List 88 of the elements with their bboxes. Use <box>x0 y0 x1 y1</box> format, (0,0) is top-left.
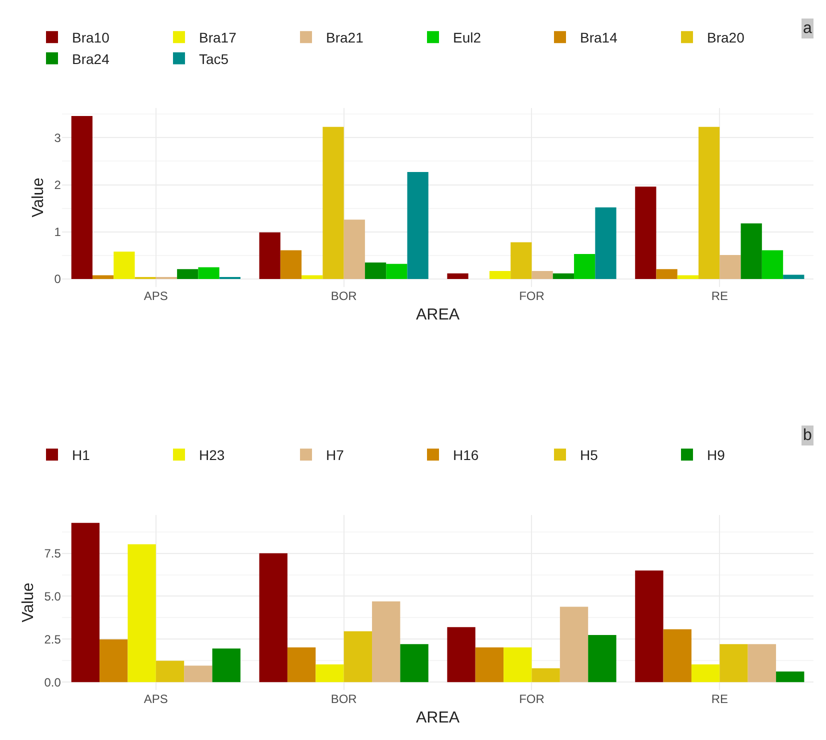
legend-label: Bra17 <box>199 30 237 46</box>
y-tick-label: 5.0 <box>44 589 62 604</box>
legend-label: H9 <box>707 447 726 464</box>
bar <box>489 270 511 279</box>
x-tick-label: FOR <box>519 289 545 303</box>
y-tick-label: 2 <box>54 178 62 192</box>
legend-label: Bra24 <box>72 50 110 67</box>
x-tick-label: APS <box>144 692 168 706</box>
legend-label: Bra14 <box>580 30 618 46</box>
x-tick-label: RE <box>711 289 728 303</box>
bar <box>560 606 588 682</box>
legend-label: H16 <box>453 447 479 464</box>
bar <box>532 668 560 682</box>
bar <box>400 644 428 682</box>
bar <box>475 647 504 682</box>
bar <box>595 207 616 279</box>
bar <box>762 250 784 279</box>
bar <box>71 116 92 279</box>
x-tick-label: BOR <box>330 289 358 303</box>
bar <box>748 644 776 682</box>
bar <box>588 635 616 682</box>
bar <box>198 267 220 279</box>
bar <box>574 254 596 279</box>
bar <box>128 544 156 682</box>
bar <box>447 627 476 682</box>
legend-label: Tac5 <box>199 50 229 67</box>
bar <box>407 172 428 279</box>
bar <box>532 270 553 279</box>
bar <box>212 648 240 682</box>
legend-label: Bra21 <box>326 30 364 46</box>
bar <box>364 262 386 279</box>
bar <box>177 269 198 279</box>
bar <box>114 252 135 279</box>
y-tick-label: 3 <box>54 130 62 145</box>
bar <box>259 232 280 279</box>
bar <box>372 601 400 682</box>
bar <box>92 275 114 279</box>
bar <box>510 242 532 279</box>
bar <box>635 186 656 279</box>
bar <box>677 275 699 279</box>
bar <box>302 275 323 279</box>
x-tick-label: RE <box>711 692 728 706</box>
bar <box>447 273 468 279</box>
bar <box>552 273 574 279</box>
legend-label: Eul2 <box>453 30 482 46</box>
legend-label: H23 <box>199 447 225 464</box>
x-tick-label: APS <box>144 289 168 303</box>
bar <box>100 639 128 682</box>
bar <box>344 220 365 279</box>
y-tick-label: 1 <box>54 225 62 240</box>
bar <box>720 254 741 279</box>
bar <box>71 522 100 682</box>
bar <box>322 126 344 279</box>
bar <box>691 664 720 682</box>
bar <box>184 666 212 682</box>
y-tick-label: 0.0 <box>44 675 62 690</box>
y-axis-title: Value <box>20 582 38 622</box>
bar <box>344 631 372 682</box>
bar <box>776 671 804 682</box>
bar <box>504 647 532 682</box>
bar <box>720 644 748 682</box>
bar <box>280 250 302 279</box>
bar <box>663 629 692 682</box>
y-axis-title: Value <box>30 178 48 218</box>
x-axis-title: AREA <box>416 710 460 727</box>
bar <box>316 664 344 682</box>
y-tick-label: 7.5 <box>44 546 62 560</box>
text: b <box>803 427 812 444</box>
legend-label: H7 <box>326 447 344 464</box>
x-axis-title: AREA <box>416 306 460 324</box>
bar <box>287 647 316 682</box>
bar <box>783 274 804 279</box>
legend-label: Bra10 <box>72 30 110 46</box>
legend-label: H5 <box>580 447 598 464</box>
bar <box>259 553 288 682</box>
bar <box>386 264 408 279</box>
x-tick-label: BOR <box>330 692 358 706</box>
bar <box>698 126 720 279</box>
legend-label: Bra20 <box>707 30 745 46</box>
bar <box>635 570 664 682</box>
x-tick-label: FOR <box>519 692 545 706</box>
y-tick-label: 2.5 <box>44 632 62 646</box>
bar <box>156 660 184 682</box>
bar <box>656 269 678 279</box>
legend-label: H1 <box>72 447 90 464</box>
y-tick-label: 0 <box>54 272 62 286</box>
text: a <box>803 20 812 37</box>
bar <box>740 223 762 279</box>
